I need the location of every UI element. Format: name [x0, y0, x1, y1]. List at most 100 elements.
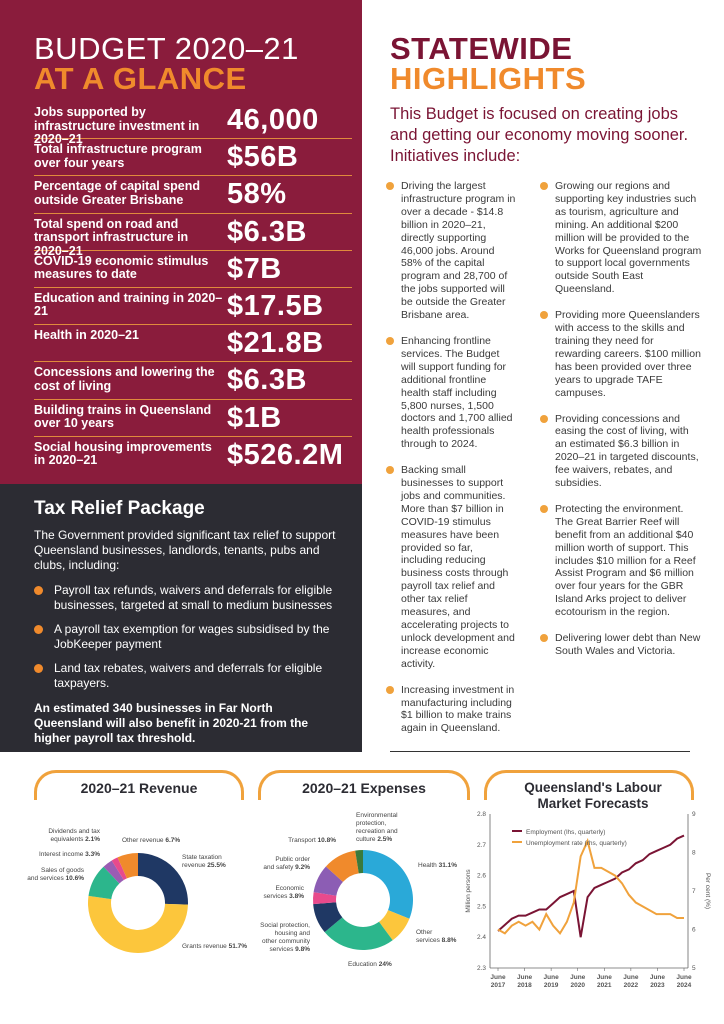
y-tick-label: 2.6	[477, 873, 486, 880]
bullet-icon	[540, 634, 548, 643]
slice-label-interest-income: Interest income 3.3%	[39, 851, 100, 858]
slice-grants-revenue	[87, 895, 188, 953]
stat-label: Building trains in Queensland over 10 ye…	[34, 402, 212, 430]
slice-environmental-protection-recreation-and-culture	[355, 850, 363, 874]
list-item-text: Land tax rebates, waivers and deferrals …	[54, 661, 323, 690]
slice-label-health: Health 31.1%	[418, 862, 457, 869]
x-tick-label: June 2024	[676, 974, 692, 989]
y-tick-label: 2.8	[477, 811, 486, 818]
stat-value: $17.5B	[227, 289, 324, 322]
stat-row: Total spend on road and transport infras…	[34, 214, 352, 257]
slice-state-taxation-revenue	[138, 853, 188, 905]
list-item-text: Providing concessions and easing the cos…	[555, 412, 699, 490]
stat-row: Education and training in 2020–21 $17.5B	[34, 288, 352, 326]
bullet-icon	[540, 414, 548, 423]
stat-value: $6.3B	[227, 215, 307, 248]
list-item-text: Protecting the environment. The Great Ba…	[555, 502, 696, 619]
slice-label-other-services: Other services 8.8%	[416, 929, 457, 944]
bullet-icon	[540, 311, 548, 320]
stat-label: Concessions and lowering the cost of liv…	[34, 365, 215, 393]
stat-label: Percentage of capital spend outside Grea…	[34, 179, 201, 207]
list-item: Payroll tax refunds, waivers and deferra…	[34, 583, 342, 613]
labour-line-chart: Queensland's Labour Market Forecasts 2.3 2.…	[465, 779, 711, 989]
list-item: Delivering lower debt than New South Wal…	[540, 632, 702, 658]
bullet-icon	[386, 685, 394, 694]
list-item: Driving the largest infrastructure progr…	[386, 180, 516, 322]
slice-label-dividends-and-tax-equivalents: Dividends and tax equivalents 2.1%	[48, 828, 100, 843]
stat-value: $56B	[227, 141, 299, 174]
series-line-employment-lhs-quarterly	[497, 834, 685, 938]
slice-label-education: Education 24%	[348, 961, 392, 968]
stat-table: Jobs supported by infrastructure investm…	[34, 102, 352, 474]
stat-value: $526.2M	[227, 438, 344, 471]
slice-other-services	[379, 910, 410, 941]
revenue-chart: 2020–21 Revenue State taxation revenue 25…	[27, 770, 247, 1020]
stat-value: $1B	[227, 401, 282, 434]
budget-title: BUDGET 2020–21 AT A GLANCE	[34, 31, 299, 96]
x-tick-label: June 2017	[490, 974, 506, 989]
list-item-text: Backing small businesses to support jobs…	[401, 464, 515, 670]
bullet-icon	[540, 182, 548, 190]
list-item: Land tax rebates, waivers and deferrals …	[34, 661, 342, 691]
list-item-text: A payroll tax exemption for wages subsid…	[54, 622, 330, 651]
y-tick-label: 2.4	[477, 934, 486, 941]
x-tick-label: June 2023	[650, 974, 666, 989]
list-item-text: Increasing investment in manufacturing i…	[401, 683, 515, 735]
legend-label: Employment (lhs, quarterly)	[526, 829, 605, 836]
list-item: Backing small businesses to support jobs…	[386, 464, 516, 671]
legend-label: Unemployment rate (rhs, quarterly)	[526, 840, 627, 847]
list-item-text: Delivering lower debt than New South Wal…	[555, 632, 701, 657]
stat-row: Health in 2020–21 $21.8B	[34, 325, 352, 363]
stat-value: 46,000	[227, 104, 319, 136]
budget-title-line2: AT A GLANCE	[34, 61, 247, 96]
list-item-text: Payroll tax refunds, waivers and deferra…	[54, 583, 333, 612]
stat-label: Total infrastructure program over four y…	[34, 142, 202, 170]
y2-tick-label: 6	[692, 927, 696, 934]
budget-title-line1: BUDGET 2020–21	[34, 31, 299, 66]
slice-label-state-taxation-revenue: State taxation revenue 25.5%	[182, 854, 226, 869]
slice-education	[324, 917, 393, 950]
list-item: Enhancing frontline services. The Budget…	[386, 334, 516, 451]
chart-title-text: 2020–21 Revenue	[74, 780, 204, 796]
highlights-column-left: Driving the largest infrastructure progr…	[386, 180, 516, 748]
stat-row: COVID-19 economic stimulus measures to d…	[34, 251, 352, 288]
highlights-intro: This Budget is focused on creating jobs …	[390, 105, 689, 165]
stat-value: 58%	[227, 178, 287, 211]
y2-tick-label: 5	[692, 965, 696, 972]
list-item: Increasing investment in manufacturing i…	[386, 683, 516, 736]
slice-label-other-revenue: Other revenue 6.7%	[122, 837, 180, 844]
x-tick-label: June 2022	[623, 974, 639, 989]
bullet-icon	[34, 625, 43, 634]
stat-value: $7B	[227, 252, 282, 285]
chart-title: Queensland's Labour Market Forecasts	[524, 780, 662, 811]
stat-label: Social housing improvements in 2020–21	[34, 439, 212, 468]
y-tick-label: 2.7	[477, 842, 486, 849]
tax-relief-panel: Tax Relief Package The Government provid…	[0, 484, 362, 752]
list-item: A payroll tax exemption for wages subsid…	[34, 622, 342, 652]
y2-tick-label: 7	[692, 888, 696, 895]
revenue-donut: State taxation revenue 25.5% Grants revenu…	[27, 828, 247, 953]
stat-label: Health in 2020–21	[34, 328, 139, 343]
x-tick-label: June 2021	[597, 974, 613, 989]
list-item-text: Enhancing frontline services. The Budget…	[401, 334, 513, 451]
slice-dividends-and-tax-equivalents	[111, 857, 127, 881]
bullet-icon	[386, 466, 394, 475]
chart-title-text: 2020–21 Expenses	[296, 780, 432, 796]
stat-row: Building trains in Queensland over 10 ye…	[34, 400, 352, 437]
bullet-icon	[34, 586, 43, 595]
x-tick-label: June 2020	[570, 974, 586, 989]
stat-row: Jobs supported by infrastructure investm…	[34, 102, 352, 146]
slice-label-sales-of-goods-and-services: Sales of goods and services 10.6%	[27, 867, 84, 882]
bullet-icon	[540, 504, 548, 513]
list-item: Growing our regions and supporting key i…	[540, 180, 702, 296]
stat-value: $6.3B	[227, 364, 307, 397]
list-item: Providing more Queenslanders with access…	[540, 309, 702, 399]
slice-label-economic-services: Economic services 3.8%	[264, 885, 305, 900]
slice-public-order-and-safety	[313, 866, 343, 896]
chart-title: 2020–21 Revenue	[34, 780, 244, 796]
stat-row: Social housing improvements in 2020–21 $5…	[34, 437, 352, 474]
slice-label-social-protection-housing-and-other-community-services: Social protection, housing and other commu…	[260, 922, 311, 953]
chart-frame	[34, 770, 244, 800]
list-item-text: Providing more Queenslanders with access…	[555, 309, 701, 399]
slice-social-protection-housing-and-other-community-services	[313, 902, 343, 933]
